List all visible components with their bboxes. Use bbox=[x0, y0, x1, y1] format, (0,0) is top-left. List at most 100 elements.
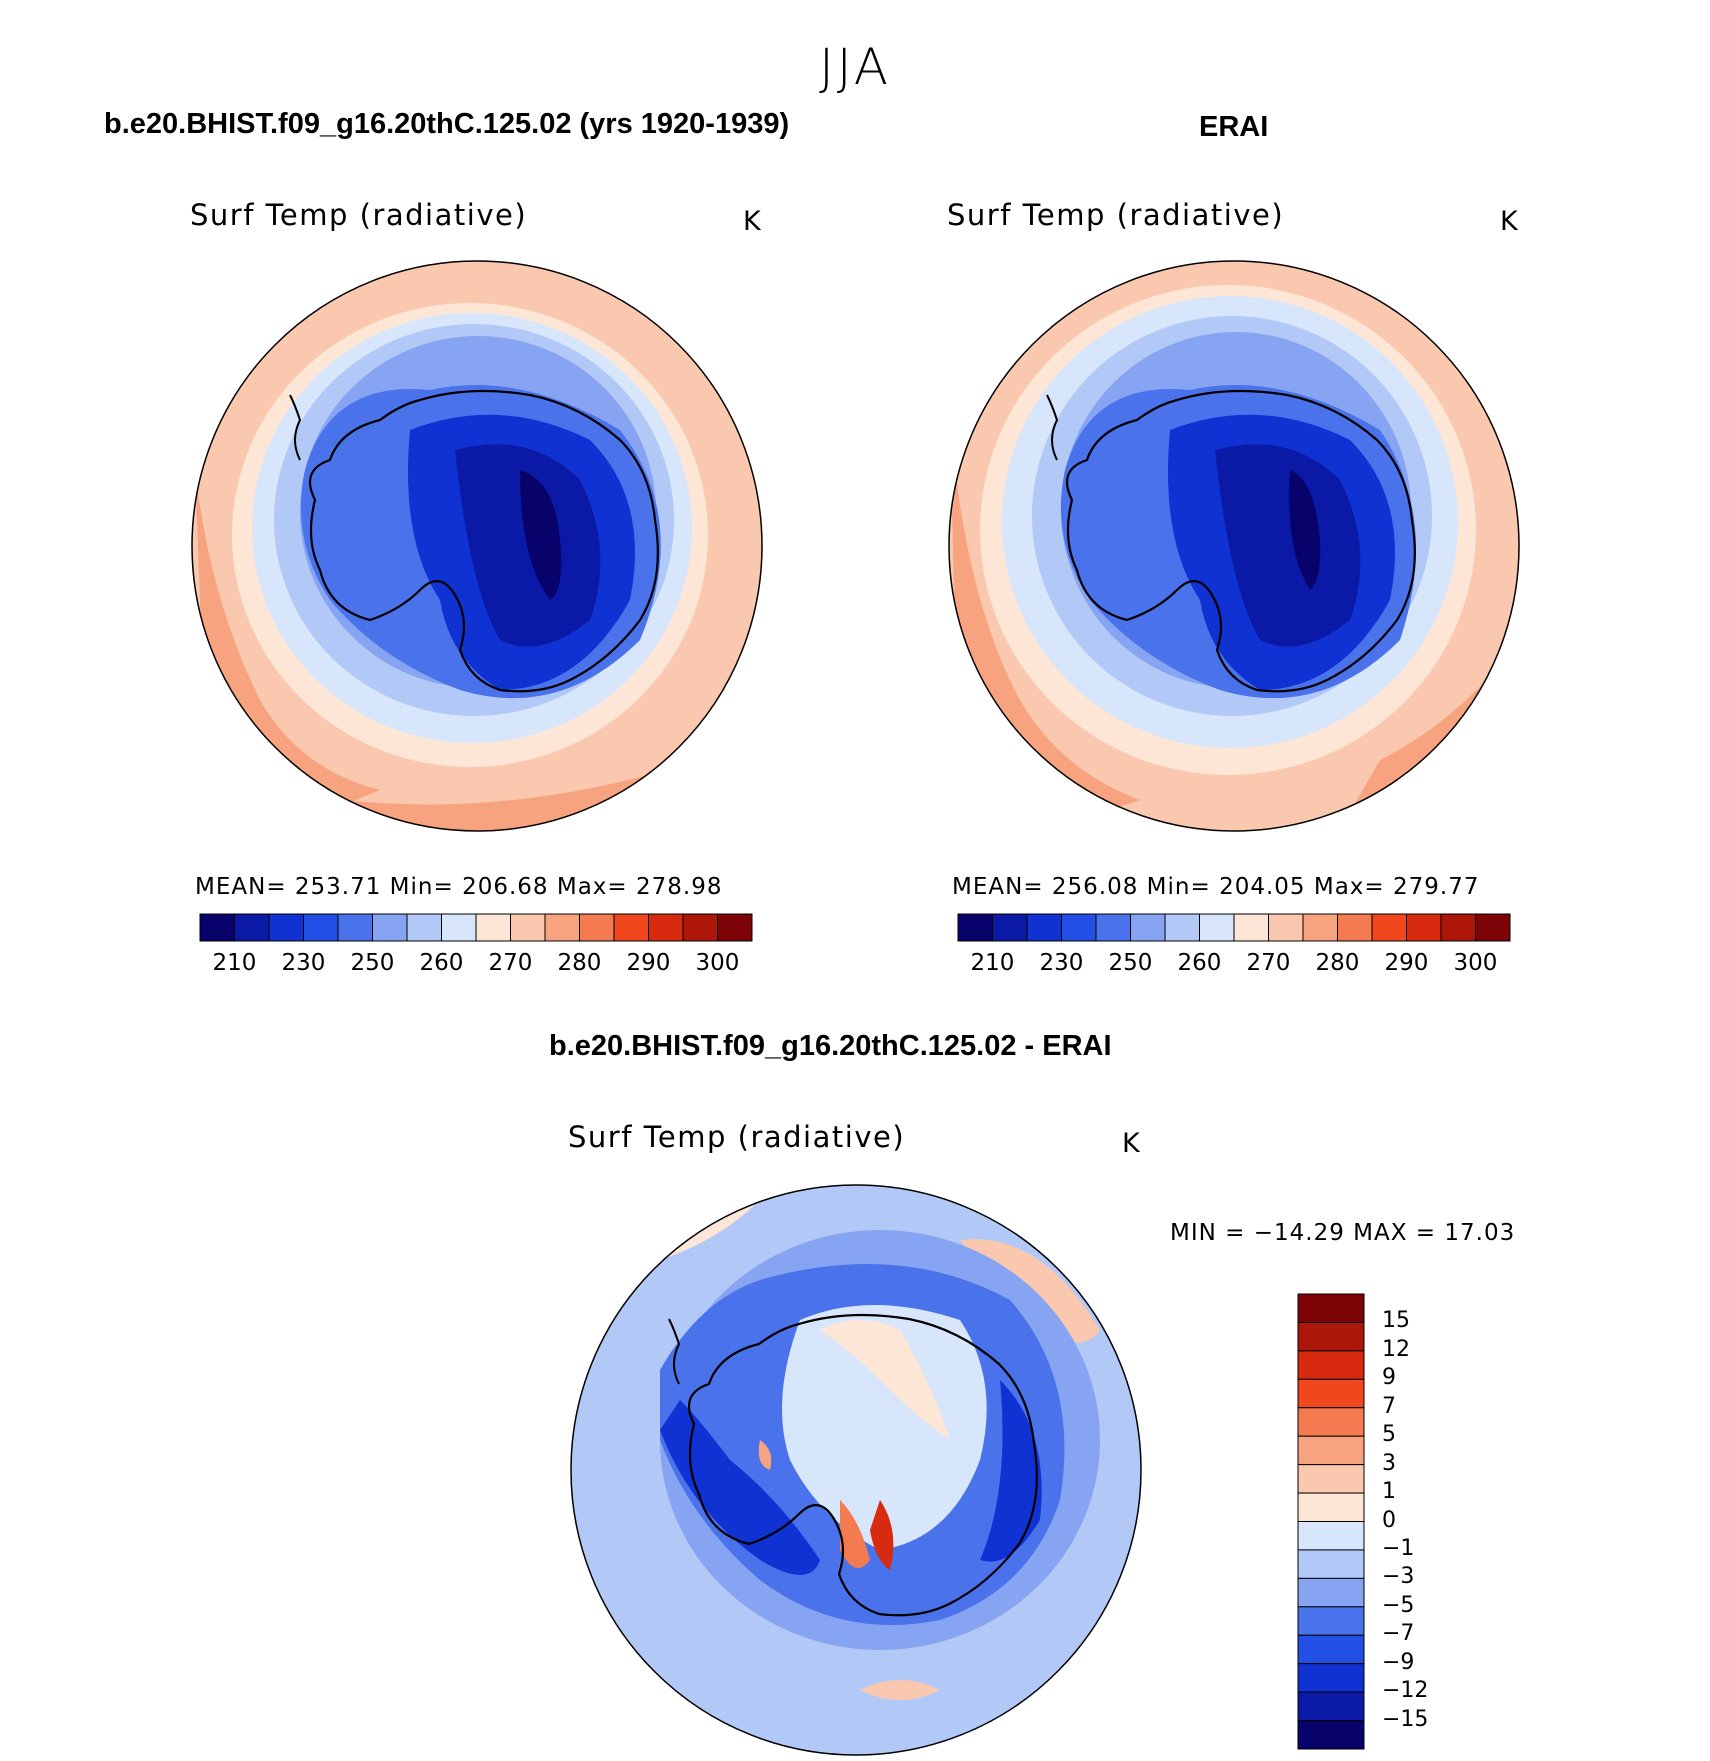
colorbar-tick-label: 12 bbox=[1382, 1336, 1410, 1362]
cbar-obs-swatch bbox=[1199, 913, 1235, 942]
diff-warm-patch-south bbox=[860, 1680, 940, 1700]
colorbar-tick-label: 250 bbox=[350, 950, 395, 976]
cbar-model-swatch bbox=[441, 913, 477, 942]
obs-panel-title: ERAI bbox=[1199, 111, 1269, 143]
colorbar-tick-label: 9 bbox=[1382, 1365, 1396, 1391]
cbar-obs-swatch bbox=[1164, 913, 1200, 942]
diff-map bbox=[571, 1185, 1141, 1755]
colorbar-tick-label: 250 bbox=[1108, 950, 1153, 976]
cbar-model-swatch bbox=[199, 913, 235, 942]
diff-band-1 bbox=[820, 1320, 950, 1440]
colorbar-tick-label: 270 bbox=[1246, 950, 1291, 976]
season-title: JJA bbox=[819, 38, 891, 96]
obs-map bbox=[949, 261, 1519, 831]
cbar-model-swatch bbox=[682, 913, 718, 942]
cbar-model-swatch bbox=[648, 913, 684, 942]
diff-colorbar-swatch bbox=[1297, 1606, 1365, 1636]
diff-colorbar-swatch bbox=[1297, 1549, 1365, 1579]
colorbar-tick-label: 290 bbox=[626, 950, 671, 976]
obs-stats: MEAN= 256.08 Min= 204.05 Max= 279.77 bbox=[952, 874, 1480, 900]
cbar-obs-swatch bbox=[1130, 913, 1166, 942]
cbar-model-swatch bbox=[613, 913, 649, 942]
diff-hotspot-3 bbox=[758, 1440, 772, 1470]
cbar-obs-swatch bbox=[957, 913, 993, 942]
colorbar-tick-label: −5 bbox=[1382, 1592, 1415, 1618]
colorbar-tick-label: 0 bbox=[1382, 1507, 1396, 1533]
colorbar-tick-label: 15 bbox=[1382, 1308, 1410, 1334]
cbar-obs-swatch bbox=[1061, 913, 1097, 942]
diff-colorbar-swatch bbox=[1297, 1321, 1365, 1352]
colorbar-tick-label: 260 bbox=[1177, 950, 1222, 976]
diff-map-border bbox=[570, 1184, 1142, 1756]
model-field-label: Surf Temp (radiative) bbox=[190, 198, 528, 232]
colorbar-tick-label: 210 bbox=[212, 950, 257, 976]
cbar-obs-swatch bbox=[1026, 913, 1062, 942]
colorbar-tick-label: −7 bbox=[1382, 1621, 1415, 1647]
diff-colorbar-swatch bbox=[1297, 1378, 1365, 1409]
diff-colorbar-swatch bbox=[1297, 1350, 1365, 1380]
diff-colorbar-swatch bbox=[1297, 1720, 1365, 1750]
diff-antarctica-coastline bbox=[687, 1313, 1038, 1617]
cbar-obs-swatch bbox=[1475, 913, 1511, 942]
obs-units-label: K bbox=[1500, 206, 1518, 237]
colorbar-tick-label: 290 bbox=[1384, 950, 1429, 976]
colorbar-tick-label: 300 bbox=[1453, 950, 1498, 976]
colorbar-tick-label: −3 bbox=[1382, 1564, 1415, 1590]
model-stats: MEAN= 253.71 Min= 206.68 Max= 278.98 bbox=[195, 874, 723, 900]
model-units-label: K bbox=[743, 206, 761, 237]
diff-panel-title: b.e20.BHIST.f09_g16.20thC.125.02 - ERAI bbox=[549, 1030, 1112, 1062]
colorbar-tick-label: 1 bbox=[1382, 1479, 1396, 1505]
diff-colorbar-swatch bbox=[1297, 1691, 1365, 1722]
obs-band-220 bbox=[1215, 444, 1361, 647]
diff-colorbar-swatch bbox=[1297, 1634, 1365, 1665]
cbar-model-swatch bbox=[579, 913, 615, 942]
cbar-obs-swatch bbox=[992, 913, 1028, 942]
cbar-obs-swatch bbox=[1233, 913, 1269, 942]
cbar-obs-swatch bbox=[1371, 913, 1407, 942]
colorbar-tick-label: −12 bbox=[1382, 1678, 1429, 1704]
diff-colorbar-swatch bbox=[1297, 1293, 1365, 1323]
obs-map-border bbox=[948, 260, 1520, 832]
colorbar-tick-label: −15 bbox=[1382, 1706, 1429, 1732]
diff-colorbar-swatch bbox=[1297, 1577, 1365, 1608]
colorbar-tick-label: 210 bbox=[970, 950, 1015, 976]
cbar-model-swatch bbox=[475, 913, 511, 942]
obs-band-210 bbox=[1289, 470, 1321, 590]
colorbar-tick-label: 260 bbox=[419, 950, 464, 976]
diff-band-m9-west bbox=[660, 1400, 820, 1575]
diff-hotspot-2 bbox=[870, 1500, 894, 1570]
diff-hotspot-1 bbox=[840, 1500, 870, 1568]
cbar-obs-swatch bbox=[1406, 913, 1442, 942]
colorbar-tick-label: 7 bbox=[1382, 1393, 1396, 1419]
diff-band-m9-east bbox=[980, 1380, 1042, 1562]
model-map-border bbox=[191, 260, 763, 832]
obs-antarctica-coastline bbox=[1065, 389, 1416, 693]
cbar-obs-swatch bbox=[1095, 913, 1131, 942]
colorbar-tick-label: 230 bbox=[281, 950, 326, 976]
cbar-obs-swatch bbox=[1440, 913, 1476, 942]
colorbar-tick-label: 270 bbox=[488, 950, 533, 976]
model-antarctic-peninsula bbox=[289, 394, 302, 461]
cbar-model-swatch bbox=[234, 913, 270, 942]
obs-antarctic-peninsula bbox=[1046, 394, 1059, 461]
diff-units-label: K bbox=[1122, 1128, 1140, 1159]
diff-band-0 bbox=[782, 1305, 987, 1550]
colorbar-tick-label: 230 bbox=[1039, 950, 1084, 976]
diff-antarctic-peninsula bbox=[668, 1318, 681, 1385]
diff-stats: MIN = −14.29 MAX = 17.03 bbox=[1170, 1220, 1516, 1246]
cbar-model-swatch bbox=[544, 913, 580, 942]
colorbar-tick-label: −1 bbox=[1382, 1535, 1415, 1561]
diff-colorbar-swatch bbox=[1297, 1464, 1365, 1494]
model-antarctica-coastline bbox=[308, 389, 659, 693]
diff-colorbar-swatch bbox=[1297, 1492, 1365, 1522]
diff-colorbar bbox=[1297, 1293, 1365, 1750]
colorbar-tick-label: 280 bbox=[1315, 950, 1360, 976]
cbar-obs-swatch bbox=[1268, 913, 1304, 942]
model-panel-title: b.e20.BHIST.f09_g16.20thC.125.02 (yrs 19… bbox=[104, 108, 790, 140]
model-map bbox=[192, 261, 762, 831]
cbar-obs-swatch bbox=[1337, 913, 1373, 942]
colorbar-tick-label: −9 bbox=[1382, 1649, 1415, 1675]
obs-colorbar bbox=[957, 913, 1511, 942]
colorbar-tick-label: 3 bbox=[1382, 1450, 1396, 1476]
